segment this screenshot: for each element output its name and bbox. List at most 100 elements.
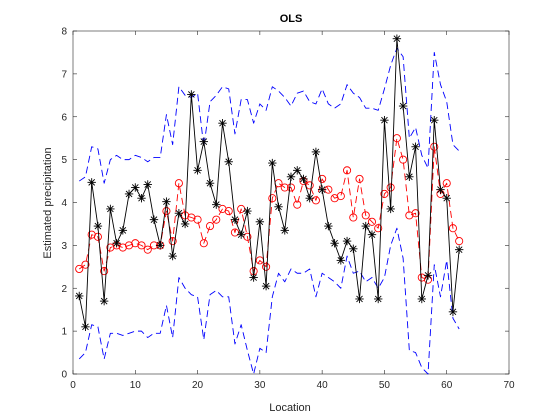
x-tick-label: 70	[503, 380, 515, 391]
data-point-observed	[311, 147, 321, 157]
data-point-ols-estimate	[349, 213, 358, 222]
data-point-ols-estimate	[448, 224, 457, 233]
data-point-observed	[205, 179, 215, 188]
x-tick-label: 10	[130, 380, 142, 391]
data-point-ols-estimate	[305, 181, 314, 190]
data-point-observed	[212, 200, 221, 209]
axes-box	[72, 30, 510, 375]
data-point-observed	[224, 157, 233, 166]
data-point-observed	[454, 245, 464, 254]
data-point-observed	[149, 215, 159, 224]
data-point-ols-estimate	[268, 194, 277, 203]
series-line-lower-bound	[78, 227, 460, 375]
data-point-observed	[87, 178, 96, 187]
data-point-observed	[317, 185, 327, 194]
data-point-observed	[261, 281, 271, 291]
data-point-ols-estimate	[274, 179, 283, 188]
data-point-observed	[305, 194, 314, 203]
data-point-observed	[293, 166, 302, 175]
data-point-ols-estimate	[374, 224, 383, 233]
data-point-observed	[193, 166, 202, 175]
data-point-observed	[430, 115, 439, 125]
data-point-observed	[137, 194, 146, 203]
data-point-observed	[274, 202, 283, 211]
data-point-observed	[386, 204, 395, 214]
data-point-observed	[423, 271, 433, 280]
y-tick-label: 0	[61, 370, 67, 381]
y-tick-label: 8	[61, 27, 67, 38]
data-point-observed	[448, 307, 458, 317]
data-point-observed	[349, 244, 358, 254]
x-axis: 0 10 20 30 40 50 60 70	[70, 31, 515, 391]
data-point-observed	[243, 206, 252, 216]
data-point-observed	[442, 194, 451, 203]
data-point-observed	[436, 185, 445, 194]
data-point-observed	[168, 251, 177, 261]
data-point-observed	[255, 217, 265, 226]
y-tick-label: 4	[61, 198, 67, 209]
y-tick-label: 7	[61, 69, 67, 80]
data-point-ols-estimate	[442, 179, 451, 188]
data-point-ols-estimate	[81, 260, 90, 269]
y-tick-label: 5	[61, 155, 67, 166]
chart-title: OLS	[280, 13, 303, 25]
data-point-observed	[405, 172, 414, 181]
data-point-ols-estimate	[293, 200, 302, 209]
x-tick-label: 60	[441, 380, 453, 391]
data-point-ols-estimate	[93, 232, 102, 241]
data-point-observed	[99, 296, 109, 306]
x-tick-label: 0	[70, 380, 76, 391]
data-point-ols-estimate	[212, 215, 221, 224]
data-point-observed	[124, 189, 134, 199]
y-tick-label: 1	[61, 327, 67, 338]
data-point-observed	[106, 204, 115, 214]
data-point-observed	[280, 226, 289, 235]
data-point-ols-estimate	[336, 192, 345, 201]
data-point-ols-estimate	[399, 155, 408, 164]
data-point-observed	[336, 256, 346, 265]
data-point-ols-estimate	[205, 222, 215, 231]
data-point-observed	[342, 236, 352, 246]
data-point-observed	[218, 118, 227, 128]
x-axis-label: Location	[269, 402, 311, 414]
data-point-ols-estimate	[380, 189, 389, 198]
data-point-observed	[286, 172, 296, 181]
data-point-observed	[374, 294, 383, 304]
data-point-observed	[174, 209, 184, 218]
plot-area	[72, 30, 510, 375]
series-line-observed	[78, 38, 460, 328]
data-point-ols-estimate	[168, 237, 177, 246]
y-axis-label: Estimated precipitation	[42, 147, 54, 258]
data-point-observed	[118, 226, 128, 235]
x-tick-label: 50	[379, 380, 391, 391]
data-point-ols-estimate	[386, 183, 395, 192]
data-point-ols-estimate	[224, 207, 233, 216]
data-point-observed	[143, 180, 152, 189]
data-point-observed	[392, 34, 402, 43]
y-tick-label: 6	[61, 112, 67, 123]
data-point-ols-estimate	[280, 183, 289, 192]
data-point-ols-estimate	[318, 174, 327, 183]
data-point-observed	[180, 219, 190, 229]
data-point-ols-estimate	[367, 217, 377, 226]
data-point-ols-estimate	[143, 245, 152, 254]
data-point-ols-estimate	[162, 207, 171, 216]
y-tick-label: 2	[61, 284, 67, 295]
x-tick-label: 20	[192, 380, 204, 391]
data-point-observed	[398, 101, 408, 111]
data-point-observed	[230, 215, 240, 224]
data-point-ols-estimate	[75, 264, 84, 274]
data-point-ols-estimate	[343, 166, 352, 175]
data-point-observed	[355, 294, 364, 304]
data-point-observed	[367, 230, 377, 239]
data-point-observed	[156, 241, 165, 250]
data-point-observed	[330, 239, 339, 248]
data-point-observed	[81, 322, 90, 332]
series-observed	[75, 34, 464, 332]
data-point-observed	[199, 137, 208, 146]
data-point-observed	[236, 230, 246, 239]
data-point-observed	[75, 291, 84, 301]
x-tick-label: 30	[254, 380, 266, 391]
data-point-ols-estimate	[199, 239, 208, 248]
data-point-ols-estimate	[137, 241, 146, 250]
